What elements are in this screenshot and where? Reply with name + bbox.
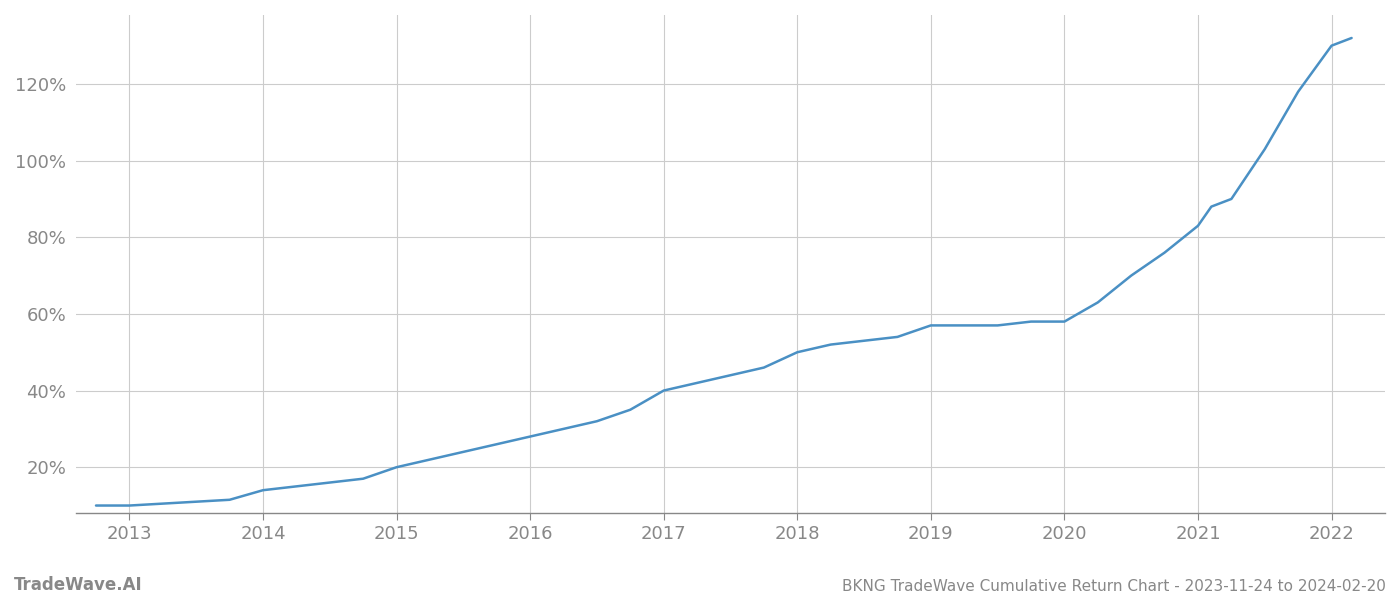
Text: TradeWave.AI: TradeWave.AI [14, 576, 143, 594]
Text: BKNG TradeWave Cumulative Return Chart - 2023-11-24 to 2024-02-20: BKNG TradeWave Cumulative Return Chart -… [843, 579, 1386, 594]
